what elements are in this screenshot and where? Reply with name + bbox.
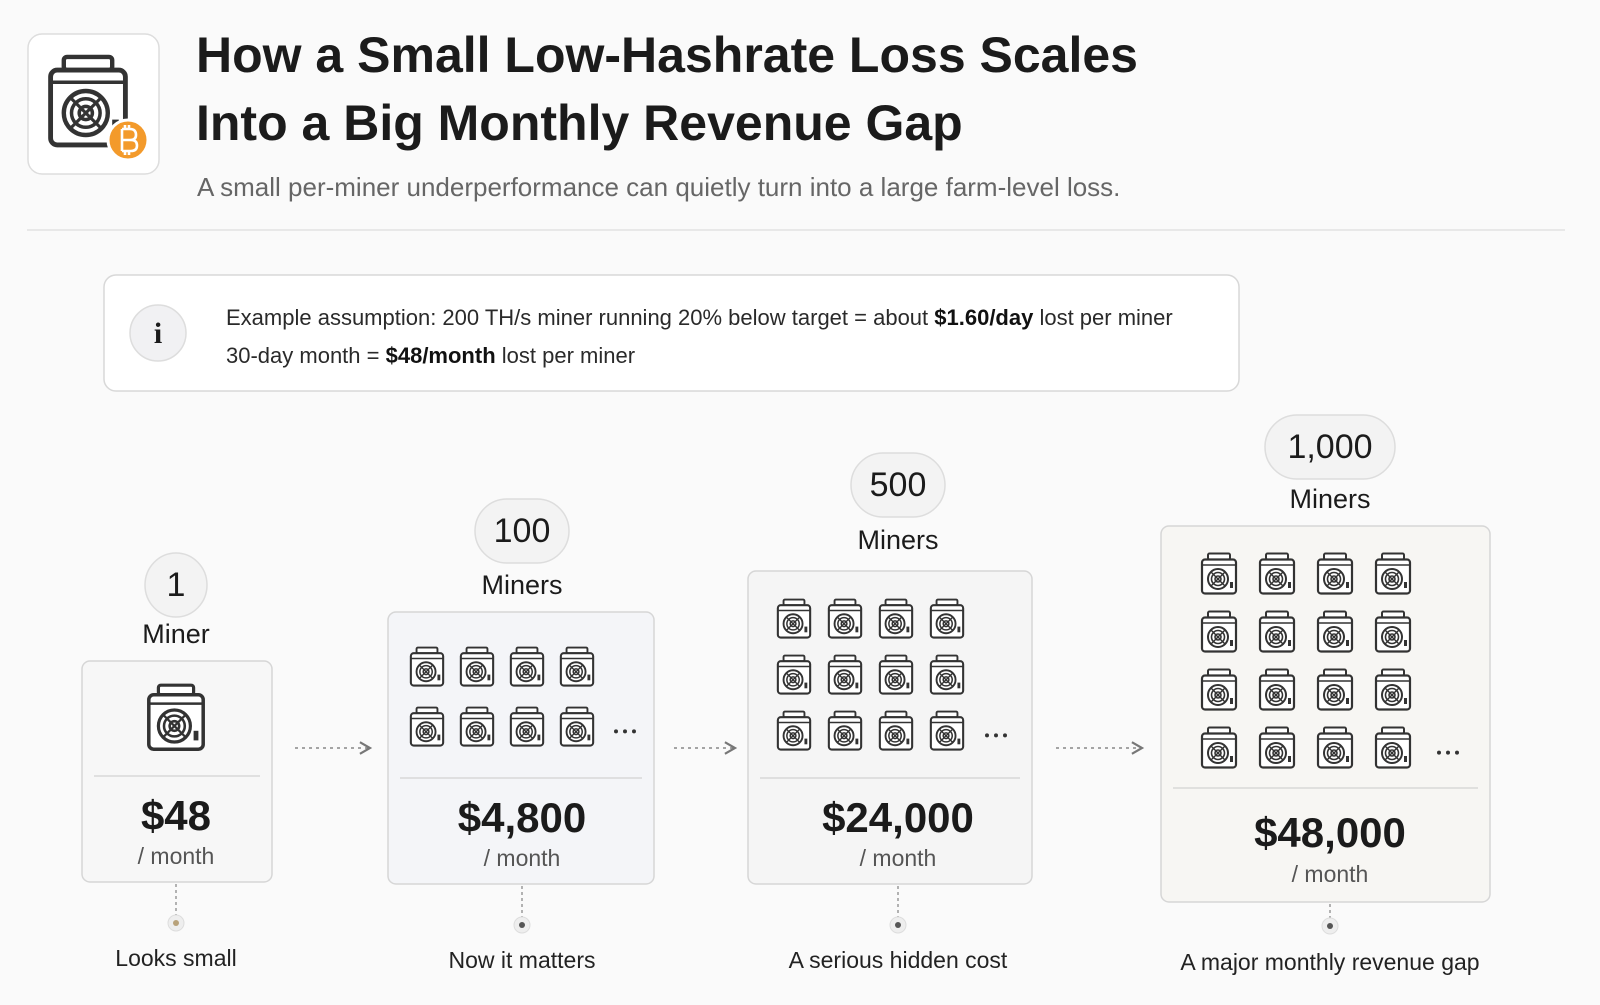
miner-unit: Miners xyxy=(481,570,562,600)
info-line: Example assumption: 200 TH/s miner runni… xyxy=(226,305,1173,330)
miner-icon xyxy=(1374,668,1412,711)
stage-caption: Now it matters xyxy=(449,947,596,973)
monthly-loss: $48,000 xyxy=(1254,809,1406,856)
miner-icon xyxy=(929,710,965,751)
miner-icon xyxy=(1316,668,1354,711)
stage-caption: A serious hidden cost xyxy=(789,947,1008,973)
miner-icon xyxy=(878,710,914,751)
count-badge xyxy=(144,552,208,618)
miner-icon xyxy=(1200,610,1238,653)
miner-icon xyxy=(409,706,445,747)
per-month: / month xyxy=(1292,861,1369,887)
stage: 1,000 Miners $48,000 / month A major monthly… xyxy=(1160,414,1491,975)
miner-icon xyxy=(1258,726,1296,769)
title-line: Into a Big Monthly Revenue Gap xyxy=(196,95,963,151)
more-dot xyxy=(1437,750,1441,755)
more-dot xyxy=(623,729,627,734)
miner-count: 500 xyxy=(870,466,927,504)
connector-dot-core xyxy=(895,922,901,928)
miner-icon xyxy=(1316,726,1354,769)
stage: 100 Miners $4,800 / month Now it matters xyxy=(387,498,655,973)
miner-icon xyxy=(1258,610,1296,653)
more-dot xyxy=(632,729,636,734)
info-icon: i xyxy=(154,317,162,350)
more-dot xyxy=(1446,750,1450,755)
miner-icon xyxy=(776,654,812,695)
miner-unit: Miners xyxy=(1289,484,1370,514)
miner-icon xyxy=(459,646,495,687)
monthly-loss: $48 xyxy=(141,792,211,839)
miner-icon xyxy=(1316,610,1354,653)
miner-icon xyxy=(409,646,445,687)
miner-icon xyxy=(1200,668,1238,711)
count-badge xyxy=(1264,414,1396,480)
info-box xyxy=(103,274,1240,392)
more-dot xyxy=(994,733,998,738)
miner-icon xyxy=(559,646,595,687)
miner-icon xyxy=(776,710,812,751)
miner-icon xyxy=(1374,552,1412,595)
info-emphasis: $1.60/day xyxy=(934,305,1034,330)
per-month: / month xyxy=(484,845,561,871)
info-text: Example assumption: 200 TH/s miner runni… xyxy=(226,305,934,330)
info-text: 30-day month = xyxy=(226,343,386,368)
info-icon-circle xyxy=(129,304,187,362)
stage: 500 Miners $24,000 / month A serious hidden … xyxy=(747,452,1033,973)
miner-icon xyxy=(827,710,863,751)
stages: 1 Miner $48 / month Looks small 100 Miners $4,8… xyxy=(81,414,1491,975)
monthly-loss: $4,800 xyxy=(458,794,586,841)
miner-icon xyxy=(509,646,545,687)
miner-unit: Miners xyxy=(857,525,938,555)
miner-icon xyxy=(1374,726,1412,769)
miner-icon xyxy=(878,654,914,695)
miner-icon xyxy=(459,706,495,747)
info-text: lost per miner xyxy=(1033,305,1172,330)
info-emphasis: $48/month xyxy=(386,343,496,368)
stage-caption: A major monthly revenue gap xyxy=(1180,949,1479,975)
miner-icon xyxy=(878,598,914,639)
miner-count: 100 xyxy=(494,512,551,550)
miner-icon xyxy=(1200,726,1238,769)
miner-icon xyxy=(1316,552,1354,595)
miner-icon xyxy=(1200,552,1238,595)
miner-icon xyxy=(559,706,595,747)
per-month: / month xyxy=(138,843,215,869)
miner-icon xyxy=(1258,552,1296,595)
per-month: / month xyxy=(860,845,937,871)
info-text: lost per miner xyxy=(496,343,635,368)
miner-icon xyxy=(827,598,863,639)
miner-icon xyxy=(776,598,812,639)
connector-dot-core xyxy=(519,922,525,928)
header-icon xyxy=(27,33,160,175)
miner-icon xyxy=(509,706,545,747)
stage: 1 Miner $48 / month Looks small xyxy=(81,552,273,971)
monthly-loss: $24,000 xyxy=(822,794,974,841)
miner-icon xyxy=(147,683,205,752)
more-dot xyxy=(614,729,618,734)
more-dot xyxy=(1003,733,1007,738)
miner-count: 1,000 xyxy=(1287,428,1372,466)
connector-dot-core xyxy=(173,920,179,926)
more-dot xyxy=(985,733,989,738)
info-line: 30-day month = $48/month lost per miner xyxy=(226,343,635,368)
miner-icon xyxy=(827,654,863,695)
miner-icon xyxy=(1258,668,1296,711)
miner-icon xyxy=(929,598,965,639)
miner-icon xyxy=(929,654,965,695)
stage-card xyxy=(81,660,273,883)
miner-count: 1 xyxy=(167,566,186,604)
count-badge xyxy=(850,452,946,518)
subtitle: A small per-miner underperformance can q… xyxy=(197,172,1120,202)
more-dot xyxy=(1455,750,1459,755)
stage-caption: Looks small xyxy=(115,945,236,971)
miner-unit: Miner xyxy=(142,619,210,649)
connector-dot-core xyxy=(1327,923,1333,929)
count-badge xyxy=(474,498,570,564)
title-line: How a Small Low-Hashrate Loss Scales xyxy=(196,27,1138,83)
miner-icon xyxy=(1374,610,1412,653)
